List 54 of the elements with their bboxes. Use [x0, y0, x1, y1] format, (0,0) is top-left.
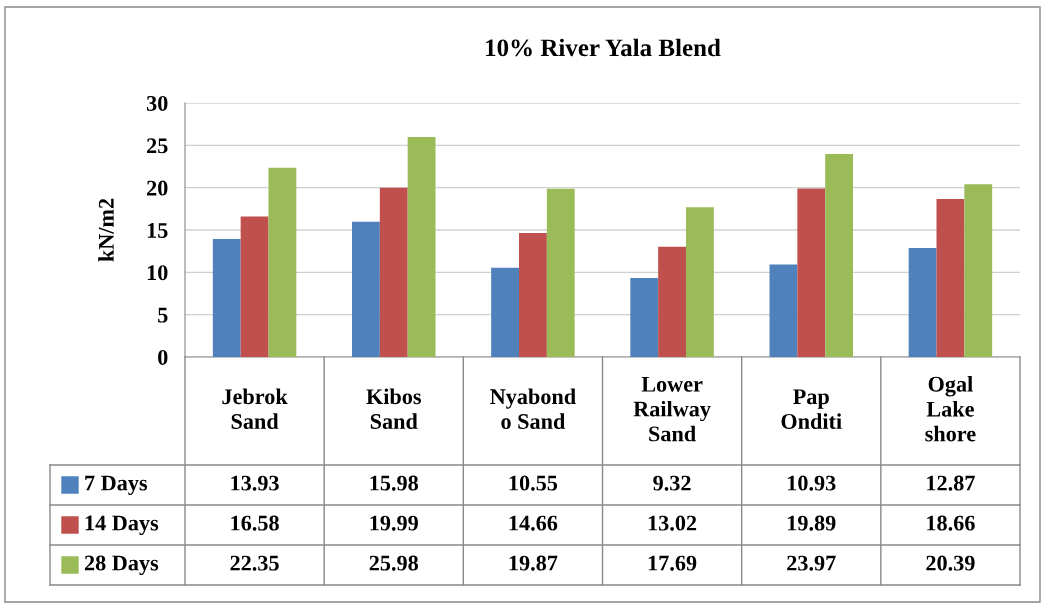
bar: [240, 216, 269, 357]
chart-title: 10% River Yala Blend: [486, 38, 721, 57]
legend-label: 14 Days: [85, 515, 159, 536]
y-tick-label: 25: [147, 138, 168, 154]
data-label: 10.93: [788, 475, 836, 491]
bar: [908, 248, 937, 357]
bar: [212, 239, 241, 357]
legend-label: 7 Days: [85, 475, 148, 496]
data-label: 13.02: [648, 515, 697, 531]
y-tick-label: 20: [147, 180, 168, 196]
bar: [658, 246, 686, 357]
y-tick-label: 0: [158, 349, 168, 365]
bar: [491, 267, 519, 357]
y-tick-label: 5: [158, 307, 168, 323]
bar: [797, 188, 826, 357]
x-tick-label: Jebrok Sand: [222, 388, 288, 429]
bar: [519, 232, 547, 357]
bar: [546, 188, 575, 357]
data-label: 22.35: [230, 555, 279, 571]
y-tick-label: 15: [147, 223, 168, 238]
bar: [686, 207, 714, 357]
data-label: 14.66: [509, 515, 558, 531]
data-label: 10.55: [509, 475, 558, 491]
data-label: 20.39: [926, 555, 975, 571]
data-label: 23.97: [787, 555, 836, 571]
y-axis-title: kN/m2: [98, 198, 114, 262]
x-tick-label: Ogal Lake shore: [925, 376, 976, 442]
data-label: 25.98: [369, 555, 419, 571]
bar: [769, 264, 798, 357]
data-label: 16.58: [231, 515, 279, 531]
data-label: 19.99: [370, 515, 418, 531]
x-tick-label: Pap Onditi: [781, 389, 842, 429]
data-label: 18.66: [927, 515, 975, 531]
data-label: 17.69: [648, 555, 697, 571]
y-tick-label: 30: [146, 95, 168, 111]
data-label: 9.32: [653, 475, 691, 491]
x-tick-label: Kibos Sand: [366, 388, 421, 429]
x-tick-label: Lower Railway Sand: [633, 376, 711, 442]
bar: [825, 154, 853, 357]
bar: [936, 199, 965, 357]
data-label: 12.87: [927, 475, 975, 491]
data-label: 19.89: [788, 515, 836, 531]
bar: [379, 187, 408, 357]
bar: [352, 221, 380, 357]
bar: [630, 278, 659, 357]
data-label: 15.98: [370, 475, 419, 491]
y-tick-label: 10: [147, 265, 168, 281]
bar: [407, 137, 436, 357]
data-label: 19.87: [509, 555, 558, 571]
data-label: 13.93: [231, 475, 279, 491]
legend-label: 28 Days: [84, 555, 159, 576]
bar: [268, 167, 297, 357]
bar: [964, 184, 993, 357]
x-tick-label: Nyabond o Sand: [490, 388, 576, 429]
